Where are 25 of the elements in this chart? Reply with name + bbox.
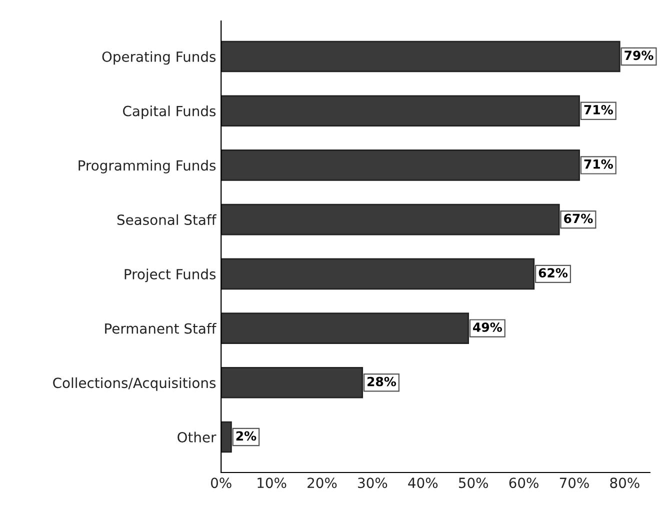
y-tick-label: Programming Funds bbox=[78, 160, 216, 174]
data-label: 49% bbox=[473, 322, 502, 332]
x-tick-label: 60% bbox=[509, 478, 538, 488]
y-tick-label: Seasonal Staff bbox=[117, 214, 216, 226]
y-tick-label: Collections/Acquisitions bbox=[53, 377, 216, 391]
data-label: 79% bbox=[624, 50, 654, 60]
data-label: 67% bbox=[564, 214, 593, 224]
data-label: 71% bbox=[584, 105, 613, 114]
x-tick-label: 0% bbox=[211, 478, 232, 488]
data-label: 28% bbox=[368, 376, 396, 386]
x-tick-label: 80% bbox=[610, 478, 640, 488]
x-tick-label: 30% bbox=[358, 478, 388, 488]
data-label: 2% bbox=[236, 431, 256, 441]
y-tick-label: Capital Funds bbox=[123, 106, 216, 120]
x-tick-label: 40% bbox=[408, 478, 438, 488]
x-tick-label: 10% bbox=[258, 478, 286, 488]
data-label: 71% bbox=[584, 159, 613, 169]
y-tick-label: Other bbox=[178, 432, 216, 442]
x-tick-label: 70% bbox=[560, 478, 589, 488]
x-tick-label: 20% bbox=[308, 478, 337, 488]
y-tick-label: Operating Funds bbox=[102, 51, 216, 65]
y-tick-label: Project Funds bbox=[124, 268, 216, 282]
y-tick-label: Permanent Staff bbox=[105, 323, 217, 334]
data-label: 62% bbox=[538, 268, 568, 278]
x-tick-label: 50% bbox=[458, 478, 488, 488]
